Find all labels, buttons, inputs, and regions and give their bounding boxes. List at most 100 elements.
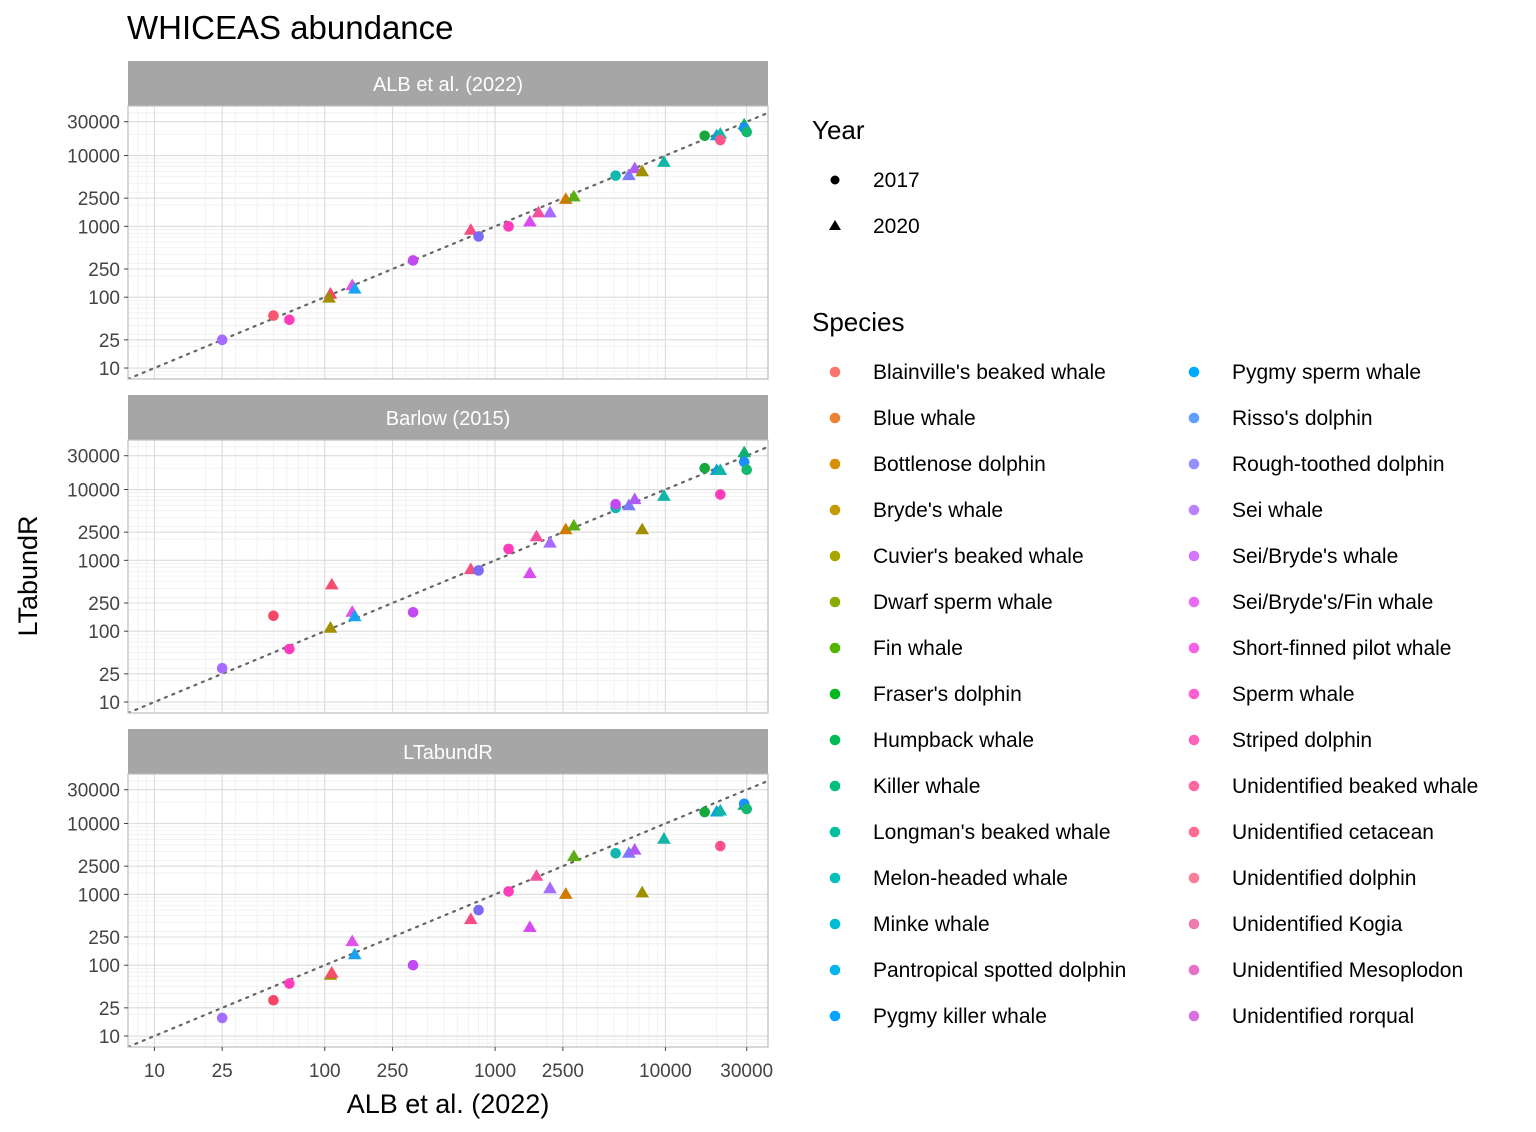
chart-title: WHICEAS abundance xyxy=(127,9,454,46)
x-tick-label: 25 xyxy=(212,1061,233,1082)
y-tick-label: 30000 xyxy=(67,781,120,802)
species-legend-label: Sperm whale xyxy=(1232,683,1355,706)
panel-grid xyxy=(128,106,768,379)
data-point-circle xyxy=(503,543,514,555)
data-point-triangle xyxy=(523,566,537,579)
data-point-triangle xyxy=(345,934,360,947)
y-tick-label: 10 xyxy=(99,1027,120,1048)
y-tick-label: 100 xyxy=(88,288,120,309)
species-legend: Blainville's beaked whale Blue whale Bottl… xyxy=(829,361,1478,1028)
x-tick-label: 10 xyxy=(144,1061,165,1082)
data-point-triangle xyxy=(324,966,339,978)
data-point-triangle xyxy=(347,947,362,960)
species-legend-key xyxy=(829,1010,841,1022)
panel-strip-label: Barlow (2015) xyxy=(386,408,511,430)
data-point-circle xyxy=(610,498,621,510)
y-tick-label: 250 xyxy=(88,594,120,615)
species-legend-label: Unidentified beaked whale xyxy=(1232,775,1478,798)
species-legend-label: Cuvier's beaked whale xyxy=(873,545,1084,568)
data-point-circle xyxy=(284,643,295,655)
species-legend-label: Minke whale xyxy=(873,913,990,936)
species-legend-label: Risso's dolphin xyxy=(1232,407,1373,430)
species-legend-label: Blainville's beaked whale xyxy=(873,361,1106,384)
y-tick-label: 2500 xyxy=(78,189,120,210)
species-legend-key xyxy=(1188,1010,1200,1022)
data-point-circle xyxy=(741,126,753,138)
species-legend-label: Pygmy sperm whale xyxy=(1232,361,1421,384)
species-legend-key xyxy=(1188,826,1200,838)
data-point-triangle xyxy=(531,205,546,218)
species-legend-label: Unidentified Kogia xyxy=(1232,913,1403,936)
data-point-triangle xyxy=(635,885,649,898)
data-point-circle xyxy=(610,847,621,859)
y-tick-label: 10000 xyxy=(67,147,120,168)
species-legend-label: Fin whale xyxy=(873,637,963,660)
species-legend-label: Longman's beaked whale xyxy=(873,821,1111,844)
data-point-triangle xyxy=(543,881,557,894)
panel-points xyxy=(216,445,753,674)
data-point-triangle xyxy=(622,846,636,858)
species-legend-label: Humpback whale xyxy=(873,729,1034,752)
data-point-triangle xyxy=(558,522,573,535)
species-legend-label: Unidentified cetacean xyxy=(1232,821,1434,844)
species-legend-key xyxy=(829,550,841,562)
data-point-triangle xyxy=(558,887,573,899)
data-point-triangle xyxy=(529,529,544,542)
data-point-triangle xyxy=(713,803,728,816)
species-legend-key xyxy=(1188,550,1200,562)
panel-border xyxy=(127,105,769,380)
data-point-triangle xyxy=(529,869,544,881)
legend-key-triangle xyxy=(829,220,841,230)
data-point-triangle xyxy=(322,290,336,303)
data-point-triangle xyxy=(635,522,649,535)
panel-points xyxy=(216,798,753,1024)
data-point-triangle xyxy=(713,463,728,476)
species-legend-key xyxy=(829,504,841,516)
species-legend-label: Fraser's dolphin xyxy=(873,683,1022,706)
year-legend-label: 2020 xyxy=(873,215,920,238)
panel-strip xyxy=(128,61,768,106)
panels: ALB et al. (2022) 10 25 100 250 1000 2500 10000… xyxy=(67,61,769,1048)
x-tick-label: 10000 xyxy=(639,1061,692,1082)
y-tick-label: 10 xyxy=(99,359,120,380)
species-legend-key xyxy=(829,642,841,654)
data-point-circle xyxy=(268,994,279,1006)
y-tick-label: 10000 xyxy=(67,815,120,836)
data-point-triangle xyxy=(567,849,581,862)
data-point-triangle xyxy=(627,492,642,505)
y-tick-label: 2500 xyxy=(78,857,120,878)
x-tick-label: 30000 xyxy=(720,1061,773,1082)
species-legend-label: Blue whale xyxy=(873,407,976,430)
data-point-circle xyxy=(699,462,710,474)
species-legend-key xyxy=(829,964,841,976)
data-point-triangle xyxy=(347,281,362,294)
identity-reference-line xyxy=(128,445,768,713)
data-point-circle xyxy=(268,310,279,321)
data-point-triangle xyxy=(627,843,642,855)
data-point-circle xyxy=(407,255,419,266)
x-axis-title: ALB et al. (2022) xyxy=(347,1089,550,1119)
species-legend-key xyxy=(1188,366,1200,378)
data-point-triangle xyxy=(324,577,339,590)
panel-border xyxy=(127,439,769,714)
y-tick-label: 100 xyxy=(88,622,120,643)
data-point-circle xyxy=(715,134,726,146)
data-point-triangle xyxy=(523,920,537,933)
panel-grid xyxy=(128,440,768,713)
data-point-triangle xyxy=(523,214,537,227)
species-legend-key xyxy=(829,596,841,608)
data-point-circle xyxy=(284,978,295,989)
y-tick-label: 30000 xyxy=(67,447,120,468)
data-point-triangle xyxy=(622,168,636,181)
y-tick-label: 2500 xyxy=(78,523,120,544)
x-tick-label: 250 xyxy=(377,1061,409,1082)
data-point-circle xyxy=(407,959,419,971)
data-point-circle xyxy=(741,803,753,815)
data-point-circle xyxy=(473,231,484,242)
species-legend-key xyxy=(1188,918,1200,930)
identity-reference-line xyxy=(128,779,768,1047)
data-point-circle xyxy=(268,610,279,622)
species-legend-key xyxy=(1188,964,1200,976)
data-point-circle xyxy=(216,1012,228,1024)
species-legend-key xyxy=(1188,412,1200,424)
